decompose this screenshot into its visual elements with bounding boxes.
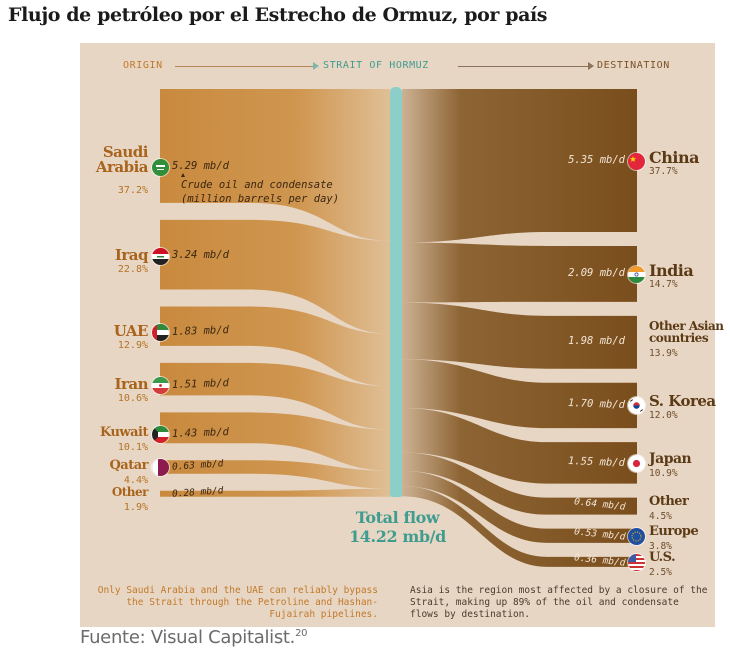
origin-name-kuwait: Kuwait [99, 424, 149, 440]
destination-name-china: China [649, 148, 699, 167]
source-citation: Fuente: Visual Capitalist.20 [80, 627, 308, 648]
pointer-triangle-icon [181, 173, 185, 177]
asia-note: Asia is the region most affected by a cl… [410, 585, 708, 620]
japan-flag-icon [628, 454, 645, 472]
origin-name-iran: Iran [114, 375, 148, 394]
origin-flow-other [160, 488, 390, 497]
origin-value-saudi-arabia: 5.29 mb/d [172, 160, 229, 172]
strait-of-hormuz-bar [390, 87, 402, 497]
origin-value-iran: 1.51 mb/d [171, 377, 230, 392]
destination-value-japan: 1.55 mb/d [567, 454, 626, 469]
qatar-flag-icon [152, 458, 169, 476]
origin-flow-qatar [160, 460, 390, 489]
origin-name-iraq: Iraq [114, 245, 149, 264]
origin-flow-saudi-arabia [160, 89, 390, 241]
page-title: Flujo de petróleo por el Estrecho de Orm… [8, 4, 548, 26]
origin-name-saudi-arabia: Saudi Arabia [95, 143, 149, 176]
destination-name-japan: Japan [649, 450, 692, 467]
saudi-arabia-flag-icon [152, 159, 169, 176]
destination-value-s-korea: 1.70 mb/d [567, 397, 626, 412]
origin-share-kuwait: 10.1% [117, 441, 148, 453]
origin-name-qatar: Qatar [109, 457, 148, 473]
destination-share-s-korea: 12.0% [649, 410, 678, 422]
usa-flag-icon [628, 553, 645, 571]
destination-name-other: Other [649, 494, 689, 510]
destination-flow-europe [402, 470, 637, 543]
origin-flow-kuwait [160, 412, 390, 471]
origin-header: ORIGIN [123, 60, 163, 71]
origin-name-other: Other [111, 484, 149, 499]
origin-value-uae: 1.83 mb/d [171, 324, 230, 339]
origin-flow-iraq [160, 219, 390, 334]
infographic-panel: ORIGIN STRAIT OF HORMUZ DESTINATION Saud… [80, 43, 724, 627]
china-flag-icon [628, 153, 645, 170]
total-flow-label: Total flow [355, 508, 440, 527]
destination-flow-japan [402, 408, 637, 484]
south-korea-flag-icon [628, 397, 645, 415]
header-arrow-line [458, 66, 588, 67]
destination-value-india: 2.09 mb/d [568, 266, 625, 279]
destination-name-u-s: U.S. [649, 549, 676, 565]
origin-share-saudi-arabia: 37.2% [117, 185, 148, 196]
flow-header: ORIGIN STRAIT OF HORMUZ DESTINATION [80, 43, 715, 87]
destination-flow-u-s [402, 486, 637, 567]
destination-name-europe: Europe [649, 523, 699, 539]
origin-flow-iran [160, 362, 390, 430]
destination-flow-s-korea [402, 359, 637, 429]
footnote-marker: 20 [295, 628, 308, 639]
destination-flow-other-asian-countries [402, 302, 637, 369]
origin-name-uae: UAE [113, 322, 149, 341]
origin-share-uae: 12.9% [117, 340, 148, 352]
arrow-right-icon [313, 62, 319, 70]
origin-share-iran: 10.6% [117, 393, 148, 405]
uae-flag-icon [152, 324, 169, 342]
destination-share-other: 4.5% [649, 511, 672, 523]
total-flow-value: 14.22 mb/d [349, 527, 446, 547]
origin-share-qatar: 4.4% [123, 474, 148, 486]
header-arrow-line [175, 66, 313, 67]
iran-flag-icon [152, 377, 169, 395]
kuwait-flag-icon [152, 425, 169, 443]
destination-share-india: 14.7% [649, 278, 678, 290]
arrow-right-icon [588, 62, 594, 70]
total-flow: Total flow 14.22 mb/d [310, 508, 485, 546]
destination-header: DESTINATION [597, 60, 670, 71]
origin-value-iraq: 3.24 mb/d [172, 248, 229, 261]
destination-name-other-asian-countries: Other Asian countries [649, 319, 724, 346]
destination-value-other-asian-countries: 1.98 mb/d [568, 335, 625, 348]
eu-flag-icon [628, 527, 645, 545]
origin-share-iraq: 22.8% [117, 263, 148, 275]
destination-share-europe: 3.8% [649, 540, 672, 552]
origin-value-kuwait: 1.43 mb/d [171, 425, 230, 440]
destination-share-china: 37.7% [649, 166, 678, 177]
destination-value-china: 5.35 mb/d [568, 154, 625, 166]
india-flag-icon [628, 265, 645, 283]
destination-name-s-korea: S. Korea [649, 392, 716, 411]
origin-flow-uae [160, 306, 390, 387]
destination-share-u-s: 2.5% [649, 566, 672, 578]
origin-share-other: 1.9% [123, 501, 148, 513]
destination-name-india: India [649, 260, 694, 280]
destination-share-japan: 10.9% [649, 467, 678, 479]
bypass-note: Only Saudi Arabia and the UAE can reliab… [97, 585, 378, 620]
destination-share-other-asian-countries: 13.9% [649, 348, 678, 360]
destination-flow-china [402, 89, 637, 243]
unit-note: Crude oil and condensate (million barrel… [181, 179, 340, 206]
destination-flow-india [402, 242, 637, 303]
destination-flow-other [402, 452, 637, 515]
iraq-flag-icon [152, 247, 169, 265]
strait-header: STRAIT OF HORMUZ [323, 60, 429, 71]
sankey-flows [160, 89, 637, 567]
